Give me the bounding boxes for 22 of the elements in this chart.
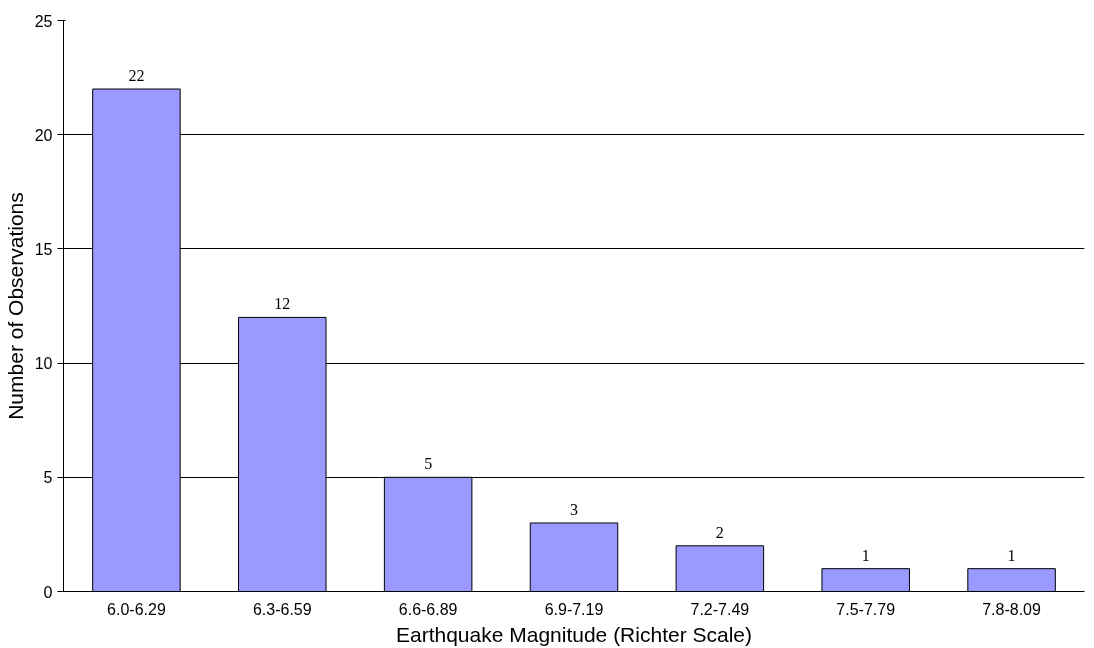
x-tick-label: 7.5-7.79 [836,600,896,618]
data-label: 22 [128,67,145,85]
y-axis-title: Number of Observations [3,192,27,420]
data-label: 2 [715,523,724,541]
y-tick-label: 20 [34,126,53,144]
x-tick-label: 7.2-7.49 [690,600,750,618]
data-label: 1 [1007,546,1016,564]
data-label: 12 [274,295,291,313]
x-tick-label: 7.8-8.09 [982,600,1042,618]
x-tick-label: 6.3-6.59 [252,600,312,618]
y-tick-label: 10 [34,355,53,373]
x-axis-title: Earthquake Magnitude (Richter Scale) [395,622,753,646]
x-tick-label: 6.9-7.19 [544,600,604,618]
y-tick-label: 15 [34,240,53,258]
y-tick-label: 25 [34,12,53,30]
x-tick-label: 6.0-6.29 [107,600,166,618]
data-label: 5 [424,455,433,473]
data-label: 3 [570,500,578,518]
data-label: 1 [861,546,870,564]
y-tick-label: 5 [43,469,53,487]
x-tick-label: 6.6-6.89 [398,600,458,618]
y-tick-label: 0 [43,583,53,601]
